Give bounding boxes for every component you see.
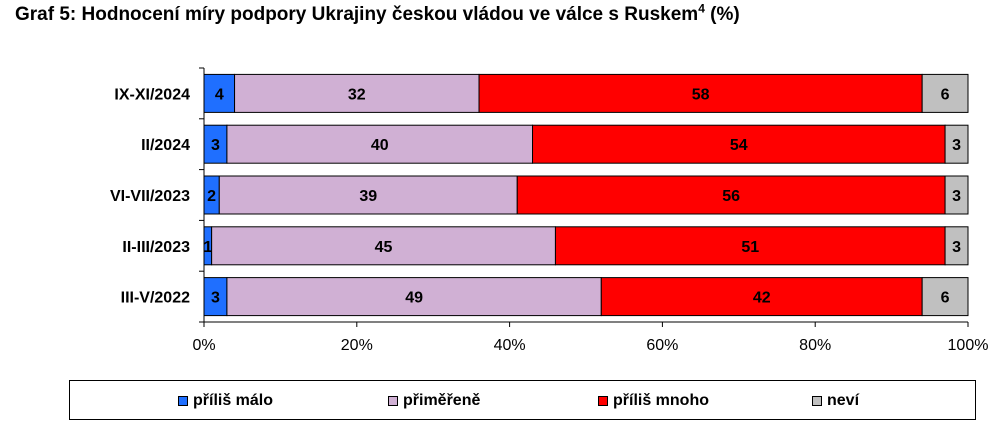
- data-label: 42: [753, 290, 771, 307]
- bar-segment: [944, 175, 969, 215]
- legend-item: neví: [812, 392, 859, 410]
- x-tick-label: 80%: [799, 337, 831, 354]
- data-label: 45: [375, 239, 393, 256]
- legend-item: příliš málo: [178, 392, 273, 410]
- bar-segment: [211, 226, 556, 266]
- category-label: II-III/2023: [122, 239, 190, 256]
- legend-item: příliš mnoho: [598, 392, 709, 410]
- category-label: IX-XI/2024: [114, 86, 190, 103]
- category-label: III-V/2022: [121, 290, 190, 307]
- data-label: 32: [348, 86, 366, 103]
- data-label: 3: [952, 188, 961, 205]
- data-label: 3: [211, 137, 220, 154]
- bar-segment: [944, 124, 969, 164]
- data-label: 1: [203, 239, 212, 256]
- bar-segment: [516, 175, 946, 215]
- x-tick-label: 20%: [341, 337, 373, 354]
- x-tick-label: 60%: [646, 337, 678, 354]
- legend-swatch: [388, 396, 398, 406]
- bar-segment: [234, 73, 480, 113]
- data-label: 39: [359, 188, 377, 205]
- bar-segment: [554, 226, 946, 266]
- legend-item: přiměřeně: [388, 392, 480, 410]
- bar-segment: [532, 124, 946, 164]
- bar-segment: [203, 73, 236, 113]
- data-label: 54: [730, 137, 748, 154]
- data-label: 4: [215, 86, 224, 103]
- data-label: 58: [692, 86, 710, 103]
- data-label: 3: [211, 290, 220, 307]
- data-label: 6: [941, 290, 950, 307]
- bar-segment: [478, 73, 923, 113]
- chart-title: Graf 5: Hodnocení míry podpory Ukrajiny …: [15, 1, 740, 26]
- x-tick-label: 0%: [192, 337, 215, 354]
- chart-title-superscript: 4: [698, 1, 705, 16]
- x-tick-label: 40%: [494, 337, 526, 354]
- legend-label: příliš málo: [193, 392, 274, 409]
- legend: příliš málo přiměřeně příliš mnoho neví: [69, 380, 976, 420]
- data-label: 3: [952, 137, 961, 154]
- category-label: II/2024: [141, 137, 190, 154]
- data-label: 6: [941, 86, 950, 103]
- bar-segment: [921, 73, 969, 113]
- bar-segment: [944, 226, 969, 266]
- legend-swatch: [178, 396, 188, 406]
- bar-segment: [921, 277, 969, 317]
- legend-label: neví: [827, 392, 860, 409]
- legend-swatch: [598, 396, 608, 406]
- data-label: 2: [207, 188, 216, 205]
- data-label: 40: [371, 137, 389, 154]
- legend-label: příliš mnoho: [613, 392, 709, 409]
- legend-swatch: [812, 396, 822, 406]
- chart-title-text: Graf 5: Hodnocení míry podpory Ukrajiny …: [15, 4, 699, 25]
- bar-segment: [226, 124, 534, 164]
- chart-title-suffix: (%): [704, 4, 740, 25]
- category-label: VI-VII/2023: [110, 188, 190, 205]
- data-label: 56: [722, 188, 740, 205]
- legend-label: přiměřeně: [403, 392, 481, 409]
- data-label: 49: [405, 290, 423, 307]
- data-label: 51: [741, 239, 759, 256]
- data-label: 3: [952, 239, 961, 256]
- bar-segment: [218, 175, 518, 215]
- x-tick-label: 100%: [948, 337, 989, 354]
